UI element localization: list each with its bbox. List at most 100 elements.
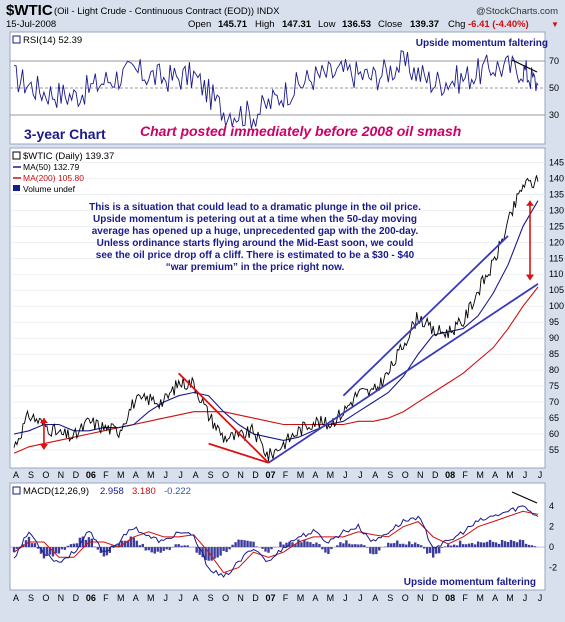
- histogram-bar: [291, 542, 294, 548]
- histogram-bar: [177, 544, 180, 548]
- histogram-bar: [66, 545, 70, 548]
- x-tick-label: A: [193, 470, 199, 480]
- histogram-bar: [195, 547, 198, 553]
- histogram-bar: [437, 547, 441, 554]
- histogram-bar: [417, 543, 420, 548]
- histogram-bar: [530, 545, 534, 548]
- histogram-bar: [54, 547, 58, 554]
- histogram-bar: [240, 539, 243, 548]
- price-tick-label: 105: [549, 285, 564, 295]
- price-legend: $WTIC (Daily) 139.37 MA(50) 132.79 MA(20…: [12, 151, 114, 194]
- histogram-bar: [159, 547, 162, 553]
- x-tick-label: S: [208, 593, 214, 603]
- histogram-bar: [420, 545, 423, 548]
- x-tick-label: S: [208, 470, 214, 480]
- histogram-bar: [491, 541, 495, 548]
- close-label: Close: [378, 19, 402, 30]
- histogram-bar: [168, 547, 171, 550]
- x-tick-label: 08: [445, 593, 455, 603]
- histogram-bar: [42, 547, 46, 559]
- x-tick-label: J: [163, 470, 168, 480]
- x-tick-label: M: [297, 470, 305, 480]
- commentary-line: This is a situation that could lead to a…: [89, 202, 421, 213]
- macd-legend-value: 2.958: [100, 486, 124, 497]
- histogram-bar: [327, 547, 330, 554]
- symbol: $WTIC: [6, 2, 53, 19]
- x-tick-label: F: [283, 593, 289, 603]
- commentary-line: see the oil price drop off a cliff. Ther…: [96, 250, 415, 261]
- rsi-tick-label: 30: [549, 110, 559, 120]
- histogram-bar: [348, 543, 351, 548]
- x-tick-label: O: [402, 470, 409, 480]
- histogram-bar: [393, 543, 396, 548]
- histogram-bar: [461, 544, 465, 548]
- histogram-bar: [219, 547, 222, 556]
- x-tick-label: O: [402, 593, 409, 603]
- x-tick-label: N: [58, 593, 65, 603]
- open-label: Open: [188, 19, 211, 30]
- x-tick-label: O: [42, 593, 49, 603]
- histogram-bar: [150, 547, 153, 553]
- histogram-bar: [81, 536, 85, 548]
- histogram-bar: [467, 543, 471, 548]
- x-tick-label: M: [297, 593, 305, 603]
- trendline-red: [208, 442, 269, 464]
- histogram-bar: [213, 547, 216, 559]
- price-tick-label: 65: [549, 413, 559, 423]
- rsi-series-line: [13, 50, 539, 129]
- histogram-bar: [285, 542, 288, 548]
- x-tick-label: F: [462, 470, 468, 480]
- histogram-bar: [414, 542, 417, 548]
- x-tick-label: J: [178, 470, 183, 480]
- histogram-bar: [267, 547, 270, 553]
- x-tick-label: A: [13, 470, 19, 480]
- histogram-bar: [476, 541, 480, 548]
- price-legend-swatch: [12, 151, 21, 160]
- histogram-bar: [204, 547, 207, 561]
- histogram-bar: [387, 542, 390, 548]
- histogram-bar: [69, 544, 73, 548]
- x-tick-label: A: [133, 470, 139, 480]
- histogram-bar: [135, 540, 138, 548]
- commentary-line: Unless ordinance starts flying around th…: [97, 238, 414, 249]
- histogram-bar: [141, 543, 144, 548]
- histogram-bar: [518, 539, 522, 548]
- down-arrow-icon: ▼: [551, 20, 559, 29]
- histogram-legend-value: -0.222: [164, 486, 191, 497]
- x-tick-label: N: [237, 470, 244, 480]
- x-tick-label: M: [506, 470, 514, 480]
- rsi-tick-label: 70: [549, 56, 559, 66]
- price-tick-label: 55: [549, 445, 559, 455]
- x-tick-label: O: [222, 593, 229, 603]
- histogram-bar: [270, 547, 273, 550]
- histogram-bar: [300, 542, 303, 548]
- red-arrow-head-top: [39, 418, 48, 424]
- histogram-bar: [282, 544, 285, 548]
- x-tick-label: J: [523, 470, 528, 480]
- x-tick-label: M: [117, 470, 125, 480]
- histogram-bar: [509, 539, 513, 548]
- macd-chart: 4 2 0 -2: [10, 491, 557, 578]
- histogram-bar: [318, 544, 321, 548]
- x-tick-label: M: [327, 470, 335, 480]
- histogram-bar: [36, 547, 40, 549]
- histogram-bar: [15, 547, 19, 549]
- price-tick-label: 135: [549, 189, 564, 199]
- brand[interactable]: @StockCharts.com: [476, 6, 558, 17]
- histogram-bar: [321, 547, 324, 550]
- x-tick-label: A: [372, 470, 378, 480]
- red-arrow-head-bottom: [526, 274, 534, 281]
- x-tick-label: S: [387, 593, 393, 603]
- histogram-bar: [360, 544, 363, 548]
- histogram-bar: [446, 544, 450, 548]
- x-tick-label: N: [237, 593, 244, 603]
- x-tick-label: F: [103, 470, 109, 480]
- histogram-bar: [153, 547, 156, 554]
- histogram-bar: [234, 542, 237, 548]
- x-tick-label: 06: [86, 593, 96, 603]
- histogram-bar: [458, 540, 462, 548]
- histogram-bar: [261, 547, 264, 549]
- histogram-bar: [515, 542, 519, 548]
- histogram-bar: [132, 537, 135, 548]
- histogram-bar: [405, 544, 408, 548]
